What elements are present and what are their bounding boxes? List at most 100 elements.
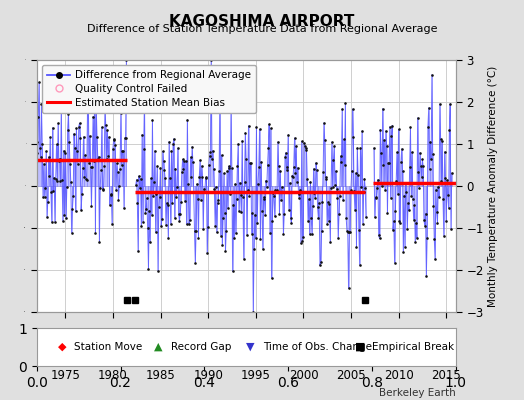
Point	[219, 215, 227, 221]
Point	[32, 139, 41, 146]
Point	[232, 230, 240, 236]
Text: 1995: 1995	[241, 369, 271, 382]
Point	[447, 170, 456, 176]
Point	[265, 121, 274, 127]
Point	[246, 160, 254, 167]
Point	[346, 229, 354, 235]
Point	[310, 190, 319, 196]
Point	[270, 193, 278, 200]
Point	[193, 181, 201, 187]
Point	[177, 198, 185, 205]
Point	[187, 154, 195, 160]
Point	[192, 228, 200, 234]
Point	[122, 135, 130, 141]
Point	[146, 239, 154, 246]
Point	[92, 104, 101, 111]
Point	[278, 184, 286, 190]
Point	[432, 186, 440, 193]
Point	[413, 115, 422, 121]
Point	[119, 148, 127, 154]
Legend: Difference from Regional Average, Quality Control Failed, Estimated Station Mean: Difference from Regional Average, Qualit…	[42, 65, 256, 113]
Point	[34, 114, 42, 120]
Point	[289, 174, 297, 181]
Point	[181, 198, 189, 204]
Point	[40, 160, 48, 167]
Point	[157, 222, 166, 229]
Point	[281, 154, 289, 160]
Point	[243, 232, 251, 238]
Point	[357, 184, 365, 190]
Point	[417, 163, 425, 169]
Point	[144, 266, 152, 272]
Point	[303, 176, 311, 182]
Point	[435, 101, 444, 107]
Point	[269, 190, 277, 196]
Point	[231, 181, 239, 187]
Point	[200, 186, 208, 192]
Point	[133, 176, 141, 183]
Point	[311, 194, 320, 201]
Point	[315, 200, 323, 206]
Point	[41, 185, 50, 191]
Point	[351, 206, 359, 213]
Point	[156, 194, 164, 200]
Point	[193, 195, 202, 202]
Point	[105, 134, 113, 140]
Point	[337, 158, 346, 165]
Point	[196, 196, 205, 203]
Point	[271, 187, 280, 193]
Point	[110, 136, 118, 143]
Point	[288, 172, 297, 179]
Point	[443, 177, 451, 184]
Point	[176, 210, 184, 217]
Point	[234, 140, 243, 147]
Point	[408, 149, 416, 155]
Point	[253, 220, 261, 226]
Point	[45, 173, 53, 179]
Point	[133, 200, 141, 206]
Point	[191, 260, 200, 266]
Point	[49, 188, 58, 194]
Point	[398, 146, 406, 152]
Point	[294, 191, 303, 198]
Point	[414, 169, 422, 176]
Point	[64, 110, 73, 117]
Point	[260, 196, 269, 202]
Point	[298, 237, 307, 244]
Point	[393, 149, 401, 156]
Point	[82, 176, 90, 183]
Point	[347, 168, 356, 174]
Point	[338, 106, 346, 112]
Point	[117, 162, 126, 168]
Point	[73, 148, 81, 154]
Point	[307, 215, 315, 222]
Point	[69, 193, 78, 200]
Point	[222, 227, 231, 234]
Point	[148, 117, 157, 124]
Point	[270, 213, 279, 219]
Point	[206, 148, 215, 155]
Point	[175, 218, 183, 224]
Point	[378, 105, 387, 112]
Point	[445, 127, 454, 133]
Point	[299, 233, 308, 240]
Point	[102, 122, 110, 128]
Point	[264, 145, 272, 152]
Point	[339, 197, 347, 203]
Point	[390, 260, 399, 266]
Point	[250, 246, 258, 252]
Point	[406, 124, 414, 130]
Point	[341, 162, 349, 168]
Point	[139, 219, 147, 225]
Point	[314, 215, 323, 221]
Point	[101, 104, 109, 110]
Point	[63, 184, 71, 190]
Point	[329, 184, 337, 190]
Point	[300, 140, 308, 146]
Point	[91, 89, 99, 96]
Point	[94, 154, 103, 160]
Point	[370, 214, 379, 221]
Point	[107, 191, 115, 197]
Point	[444, 204, 453, 211]
Point	[208, 156, 216, 162]
